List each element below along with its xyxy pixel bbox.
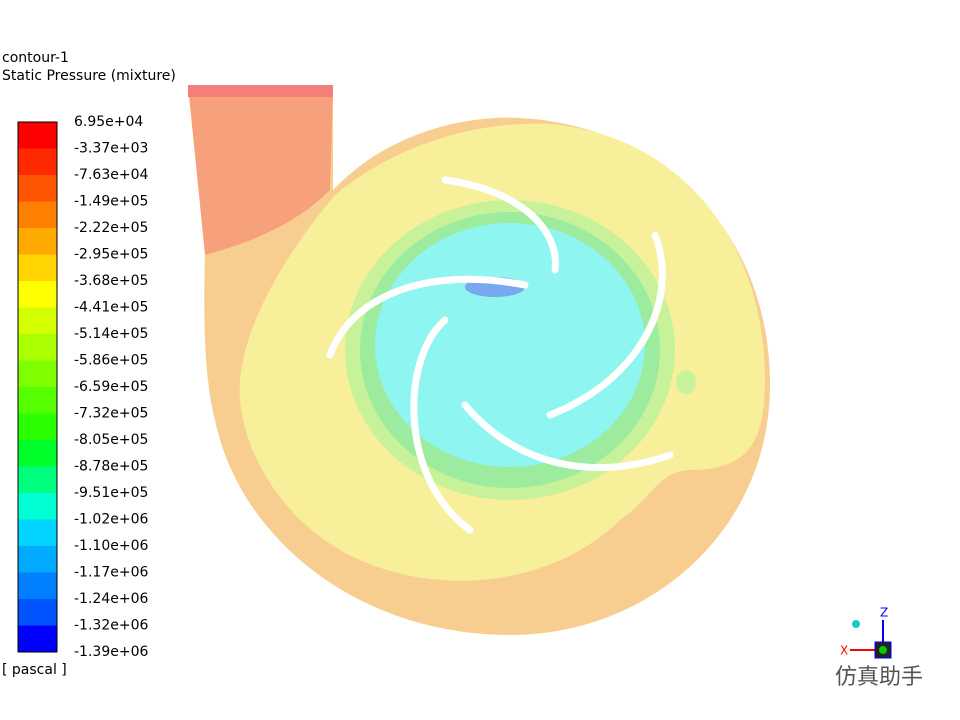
legend-band [18, 440, 57, 467]
legend-label: -7.63e+04 [74, 167, 148, 183]
legend-band [18, 625, 57, 653]
legend-label: -1.17e+06 [74, 565, 148, 581]
zone-spot [676, 370, 696, 394]
axis-triad: Z X [840, 606, 892, 659]
legend-frame [17, 121, 58, 653]
legend-band [18, 148, 57, 176]
legend-band [18, 334, 57, 361]
legend-label: -7.32e+05 [74, 406, 148, 422]
legend-label: -3.68e+05 [74, 273, 148, 289]
legend-label: -5.14e+05 [74, 326, 148, 342]
pump [188, 85, 770, 635]
legend: 6.95e+04 -3.37e+03 -7.63e+04 -1.49e+05 -2.22… [17, 114, 148, 660]
legend-band [18, 466, 57, 494]
contour-title: contour-1 [2, 50, 69, 66]
legend-band [18, 254, 57, 282]
legend-band [18, 360, 57, 388]
legend-label: -1.49e+05 [74, 194, 148, 210]
outlet [188, 85, 333, 255]
legend-band [18, 387, 57, 414]
legend-band [18, 572, 57, 600]
legend-label: -2.95e+05 [74, 247, 148, 263]
legend-band [18, 281, 57, 308]
contour-subtitle: Static Pressure (mixture) [2, 68, 176, 84]
legend-label: -8.05e+05 [74, 432, 148, 448]
legend-band [18, 201, 57, 229]
outlet-edge [188, 85, 333, 97]
legend-label: -1.10e+06 [74, 538, 148, 554]
legend-band [18, 413, 57, 441]
legend-label: -1.02e+06 [74, 512, 148, 528]
legend-label: -1.32e+06 [74, 618, 148, 634]
z-label: Z [880, 606, 888, 620]
units: [ pascal ] [2, 662, 67, 678]
legend-label: -1.24e+06 [74, 591, 148, 607]
legend-band [18, 519, 57, 547]
x-label: X [840, 644, 848, 658]
legend-band [18, 599, 57, 626]
legend-label: -4.41e+05 [74, 300, 148, 316]
legend-label: -9.51e+05 [74, 485, 148, 501]
legend-band [18, 228, 57, 255]
legend-label: -5.86e+05 [74, 353, 148, 369]
blades [326, 176, 674, 534]
legend-label: -6.59e+05 [74, 379, 148, 395]
legend-band [18, 493, 57, 520]
legend-band [18, 122, 57, 149]
legend-band [18, 307, 57, 335]
legend-band [18, 546, 57, 573]
legend-label: -1.39e+06 [74, 644, 148, 660]
watermark: 仿真助手 [835, 665, 923, 690]
legend-label: -2.22e+05 [74, 220, 148, 236]
legend-label: 6.95e+04 [74, 114, 143, 130]
legend-band [18, 175, 57, 202]
legend-label: -8.78e+05 [74, 459, 148, 475]
legend-label: -3.37e+03 [74, 141, 148, 157]
